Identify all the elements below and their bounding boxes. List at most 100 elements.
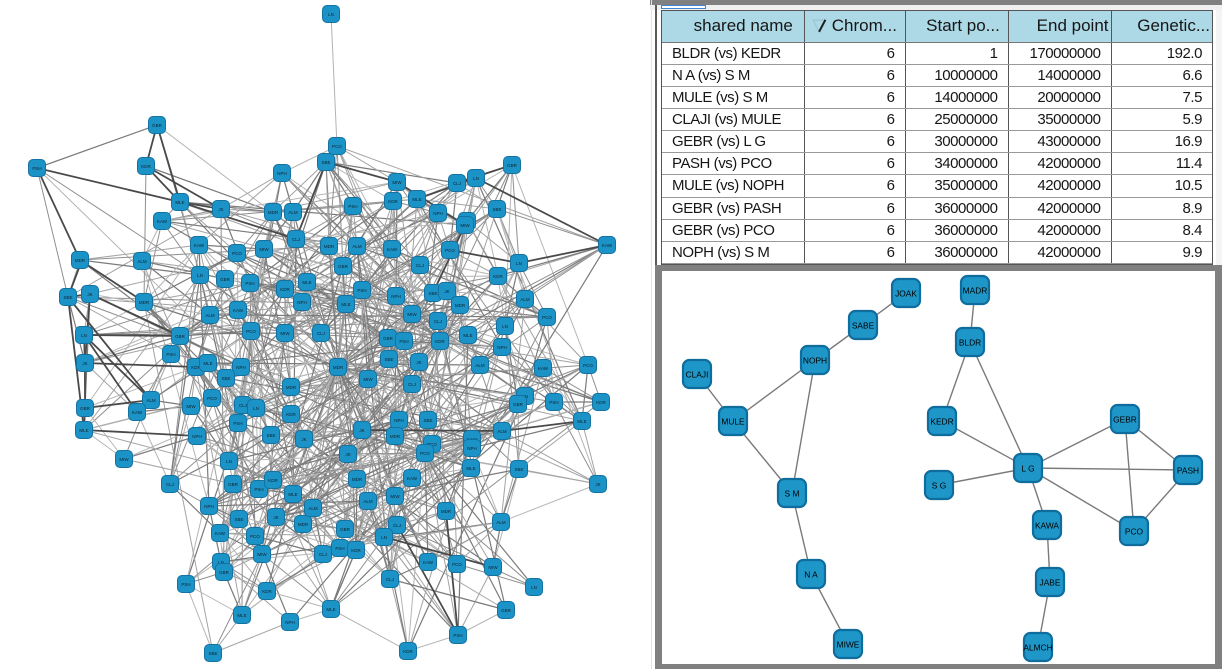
svg-text:MDR: MDR	[441, 509, 452, 514]
svg-text:PCO: PCO	[332, 144, 342, 149]
svg-text:LN: LN	[226, 459, 232, 464]
svg-text:SBE: SBE	[208, 651, 217, 656]
svg-text:PCO: PCO	[1125, 527, 1144, 537]
svg-text:SBE: SBE	[63, 295, 72, 300]
svg-text:MIW: MIW	[363, 377, 373, 382]
svg-text:MDR: MDR	[286, 385, 297, 390]
svg-text:CLJ: CLJ	[239, 403, 247, 408]
svg-text:GBR: GBR	[80, 406, 91, 411]
svg-text:KAW: KAW	[233, 308, 244, 313]
svg-text:ALM: ALM	[497, 429, 507, 434]
svg-text:MIWE: MIWE	[837, 640, 860, 650]
svg-text:PSH: PSH	[32, 166, 41, 171]
svg-text:PCO: PCO	[452, 562, 462, 567]
svg-text:MDR: MDR	[324, 244, 335, 249]
svg-text:MLE: MLE	[412, 197, 421, 202]
svg-text:MULE: MULE	[721, 417, 745, 427]
svg-text:PSH: PSH	[399, 339, 408, 344]
svg-text:GBR: GBR	[228, 482, 239, 487]
svg-text:MLE: MLE	[237, 613, 246, 618]
svg-text:MIW: MIW	[392, 180, 402, 185]
svg-text:MDR: MDR	[75, 258, 86, 263]
svg-text:CLJ: CLJ	[453, 181, 461, 186]
svg-text:KAW: KAW	[387, 247, 398, 252]
svg-text:N A: N A	[804, 570, 818, 580]
svg-text:GBR: GBR	[501, 608, 512, 613]
svg-text:KDR: KDR	[141, 164, 151, 169]
svg-text:MIW: MIW	[259, 247, 269, 252]
svg-text:LN: LN	[502, 324, 508, 329]
svg-text:NPH: NPH	[285, 620, 295, 625]
svg-text:MDR: MDR	[333, 365, 344, 370]
svg-text:MDR: MDR	[455, 303, 466, 308]
svg-text:PCO: PCO	[427, 442, 437, 447]
svg-text:KDR: KDR	[493, 274, 503, 279]
svg-text:CLJ: CLJ	[393, 523, 401, 528]
svg-text:MDR: MDR	[298, 522, 309, 527]
svg-text:PASH: PASH	[1177, 466, 1199, 476]
svg-text:GBR: GBR	[340, 527, 351, 532]
svg-text:JK: JK	[444, 289, 449, 294]
svg-text:MIW: MIW	[488, 565, 498, 570]
svg-text:JK: JK	[359, 428, 364, 433]
svg-text:MIW: MIW	[460, 223, 470, 228]
svg-text:PSH: PSH	[335, 546, 344, 551]
svg-text:MLE: MLE	[577, 419, 586, 424]
svg-text:MIW: MIW	[407, 312, 417, 317]
svg-text:PSH: PSH	[245, 281, 254, 286]
svg-text:PCO: PCO	[420, 451, 430, 456]
svg-text:LN: LN	[197, 273, 203, 278]
svg-text:BLDR: BLDR	[959, 338, 981, 348]
svg-text:JK: JK	[416, 360, 421, 365]
svg-text:CLJ: CLJ	[292, 237, 300, 242]
svg-text:MLE: MLE	[326, 607, 335, 612]
svg-text:PCO: PCO	[445, 248, 455, 253]
svg-text:ALM: ALM	[288, 210, 298, 215]
svg-text:JK: JK	[345, 452, 350, 457]
svg-text:NPH: NPH	[204, 504, 214, 509]
svg-text:SBE: SBE	[492, 207, 501, 212]
svg-text:KAW: KAW	[157, 219, 168, 224]
svg-text:MLE: MLE	[341, 302, 350, 307]
svg-text:NPH: NPH	[433, 211, 443, 216]
svg-text:CLJ: CLJ	[166, 482, 174, 487]
svg-text:ALM: ALM	[520, 297, 530, 302]
svg-text:JK: JK	[273, 515, 278, 520]
svg-text:MLE: MLE	[79, 428, 88, 433]
svg-text:KDR: KDR	[191, 365, 201, 370]
svg-text:LN: LN	[381, 535, 387, 540]
svg-text:GBR: GBR	[175, 334, 186, 339]
svg-text:MIW: MIW	[119, 457, 129, 462]
svg-text:NPH: NPH	[497, 345, 507, 350]
svg-text:S G: S G	[932, 481, 946, 491]
svg-text:GEBR: GEBR	[1113, 415, 1137, 425]
svg-text:PCO: PCO	[583, 363, 593, 368]
svg-text:MIW: MIW	[186, 404, 196, 409]
svg-text:CLJ: CLJ	[408, 382, 416, 387]
svg-text:MLE: MLE	[175, 200, 184, 205]
svg-text:SBE: SBE	[384, 357, 393, 362]
svg-text:KEDR: KEDR	[930, 417, 953, 427]
svg-text:PSH: PSH	[357, 288, 366, 293]
svg-text:MDR: MDR	[139, 300, 150, 305]
svg-text:JK: JK	[87, 292, 92, 297]
svg-text:KDR: KDR	[262, 589, 272, 594]
svg-text:MDR: MDR	[352, 477, 363, 482]
svg-text:GBR: GBR	[513, 402, 524, 407]
svg-text:ALMCH: ALMCH	[1023, 643, 1052, 653]
svg-text:JK: JK	[82, 361, 87, 366]
svg-text:PSH: PSH	[181, 582, 190, 587]
svg-text:PSH: PSH	[254, 487, 263, 492]
svg-text:KAW: KAW	[602, 243, 613, 248]
svg-text:KDR: KDR	[280, 287, 290, 292]
svg-text:ALM: ALM	[475, 363, 485, 368]
svg-text:SBE: SBE	[321, 160, 330, 165]
svg-text:MIW: MIW	[280, 331, 290, 336]
svg-text:KDR: KDR	[351, 548, 361, 553]
svg-text:JABE: JABE	[1040, 578, 1061, 588]
svg-text:L G: L G	[1021, 464, 1034, 474]
svg-text:ALM: ALM	[137, 259, 147, 264]
svg-text:CLJ: CLJ	[434, 319, 442, 324]
svg-text:PSH: PSH	[233, 421, 242, 426]
svg-text:KDR: KDR	[435, 339, 445, 344]
